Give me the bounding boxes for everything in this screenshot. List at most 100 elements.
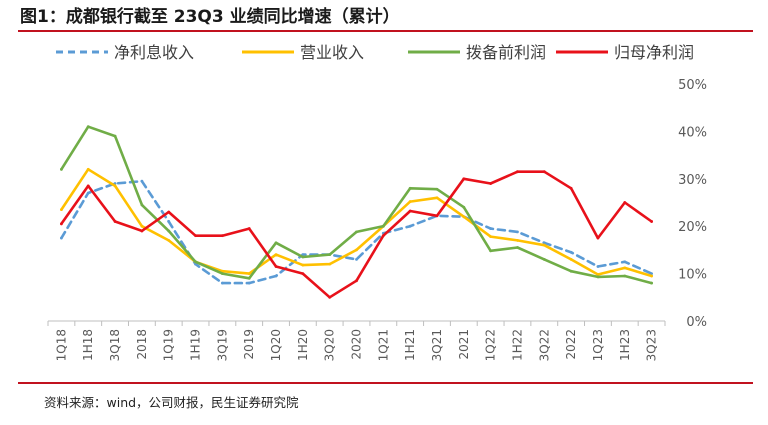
- data-point: [220, 281, 224, 285]
- data-point: [408, 186, 412, 190]
- data-point: [301, 255, 305, 259]
- data-point: [274, 274, 278, 278]
- data-point: [301, 272, 305, 275]
- data-point: [489, 249, 493, 253]
- source-note: 资料来源：wind，公司财报，民生证券研究院: [44, 395, 299, 410]
- y-tick-label: 50%: [678, 78, 707, 93]
- data-point: [140, 179, 144, 183]
- data-point: [220, 272, 224, 275]
- data-point: [381, 234, 385, 238]
- x-tick-label: 3Q19: [215, 329, 229, 361]
- x-tick-label: 3Q18: [108, 329, 122, 361]
- x-tick-label: 1H20: [296, 329, 310, 361]
- data-point: [542, 170, 546, 174]
- data-point: [194, 260, 197, 264]
- data-point: [650, 272, 653, 275]
- data-point: [167, 229, 171, 233]
- data-point: [542, 257, 546, 261]
- data-point: [220, 234, 224, 238]
- data-point: [596, 273, 600, 276]
- y-tick-label: 20%: [678, 220, 707, 235]
- x-tick-label: 3Q22: [537, 329, 551, 361]
- x-tick-label: 1Q20: [269, 329, 283, 361]
- data-point: [140, 224, 144, 228]
- data-point: [569, 269, 573, 273]
- data-point: [623, 274, 627, 278]
- data-point: [489, 235, 493, 239]
- data-point: [596, 265, 600, 268]
- data-point: [328, 295, 332, 299]
- data-point: [301, 263, 305, 267]
- data-point: [140, 203, 144, 207]
- x-tick-label: 3Q20: [323, 329, 337, 361]
- data-point: [516, 230, 519, 234]
- data-point: [623, 201, 627, 204]
- data-point: [86, 125, 90, 129]
- data-point: [86, 191, 90, 195]
- x-tick-label: 1H18: [81, 329, 95, 361]
- data-point: [650, 220, 653, 223]
- data-point: [247, 276, 251, 280]
- series-line: [60, 179, 653, 285]
- data-point: [274, 241, 278, 245]
- x-tick-label: 1Q22: [484, 329, 498, 361]
- x-tick-label: 3Q23: [645, 329, 659, 361]
- legend-label: 净利息收入: [114, 43, 194, 62]
- data-point: [408, 209, 412, 213]
- data-point: [516, 170, 519, 174]
- data-point: [60, 167, 63, 171]
- chart-title: 图1：成都银行截至 23Q3 业绩同比增速（累计）: [20, 7, 400, 27]
- x-tick-label: 2020: [350, 329, 364, 360]
- data-point: [650, 274, 653, 278]
- data-point: [355, 230, 358, 234]
- data-point: [247, 272, 251, 275]
- data-point: [542, 241, 546, 245]
- data-point: [328, 262, 332, 266]
- data-point: [274, 253, 278, 257]
- data-point: [516, 246, 519, 249]
- data-point: [408, 200, 412, 203]
- data-point: [596, 236, 600, 240]
- y-tick-label: 0%: [686, 315, 707, 330]
- source-divider: [18, 382, 753, 384]
- data-point: [650, 281, 653, 285]
- data-point: [569, 257, 573, 261]
- y-tick-label: 30%: [678, 173, 707, 188]
- x-tick-label: 1H19: [189, 329, 203, 361]
- legend-label: 营业收入: [300, 43, 364, 62]
- data-point: [542, 243, 546, 247]
- x-tick-label: 2019: [242, 329, 256, 360]
- x-tick-label: 1Q18: [54, 329, 68, 361]
- x-tick-label: 1H21: [403, 329, 417, 361]
- data-point: [140, 229, 144, 233]
- legend-label: 归母净利润: [614, 43, 694, 62]
- data-point: [569, 250, 573, 254]
- data-point: [435, 187, 439, 191]
- data-point: [167, 210, 171, 214]
- title-divider: [18, 30, 753, 32]
- data-point: [86, 167, 90, 171]
- line-chart: 净利息收入 营业收入 拨备前利润 归母净利润 1Q18 1H18 3Q18 2018 1Q19…: [47, 43, 707, 361]
- data-point: [355, 257, 358, 261]
- data-point: [328, 253, 332, 257]
- data-point: [247, 227, 251, 230]
- x-tick-label: 1H23: [618, 329, 632, 361]
- data-point: [355, 279, 358, 283]
- data-point: [381, 224, 385, 228]
- data-point: [569, 186, 573, 190]
- data-point: [435, 214, 439, 218]
- data-point: [489, 227, 493, 230]
- data-point: [247, 281, 251, 285]
- x-tick-label: 2021: [457, 329, 471, 360]
- x-tick-label: 1Q23: [591, 329, 605, 361]
- data-point: [274, 265, 278, 268]
- data-point: [462, 177, 466, 181]
- data-point: [408, 224, 412, 228]
- x-tick-label: 1Q19: [162, 329, 176, 361]
- y-tick-label: 40%: [678, 125, 707, 140]
- axes: 1Q18 1H18 3Q18 2018 1Q19 1H19 3Q19 2019 1Q20 1H20…: [47, 78, 707, 361]
- data-point: [489, 182, 493, 185]
- data-point: [596, 275, 600, 279]
- data-point: [113, 184, 117, 188]
- y-tick-label: 10%: [678, 268, 707, 283]
